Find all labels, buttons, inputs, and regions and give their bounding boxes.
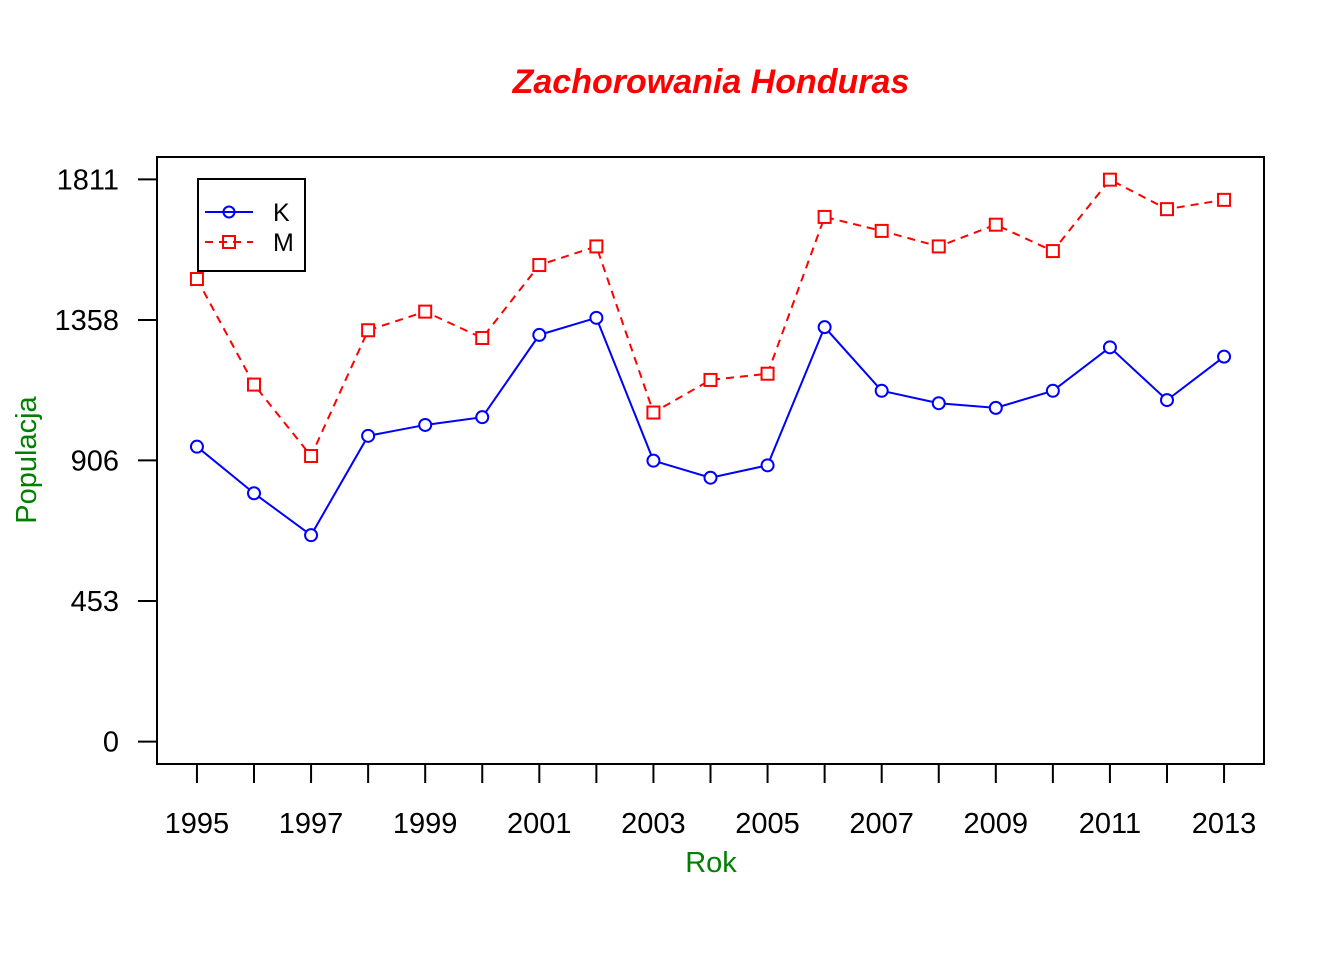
y-axis: 0 453 906 1358 1811 [54,164,158,759]
data-point-m [874,223,889,238]
legend-marker-k [222,205,236,219]
series-k [189,310,1232,543]
data-point-m [1159,202,1174,217]
data-point-k [760,458,775,473]
data-point-k [1159,393,1174,408]
data-point-m [189,272,204,287]
x-tick-label: 1999 [393,808,458,840]
y-tick-label: 0 [103,727,119,759]
series-m [189,172,1232,463]
y-tick-label: 1358 [54,305,119,337]
data-point-m [1045,244,1060,259]
y-tick-label: 906 [71,445,119,477]
x-axis: 1995 1997 1999 2001 2003 2005 2007 2009 2011 2013 [165,763,1257,840]
data-point-m [361,323,376,338]
data-point-k [817,320,832,335]
legend-label-k: K [273,199,290,227]
data-point-m [532,258,547,273]
data-point-k [247,486,262,501]
legend-marker-m [222,235,236,249]
data-point-m [304,448,319,463]
data-point-m [931,239,946,254]
data-point-k [703,470,718,485]
series-layer [189,172,1232,543]
legend-box [197,178,306,272]
x-tick-label: 2005 [735,808,800,840]
x-tick-label: 1997 [279,808,344,840]
data-point-k [304,528,319,543]
x-tick-label: 2009 [964,808,1029,840]
x-tick-label: 2003 [621,808,686,840]
data-point-m [247,377,262,392]
y-tick-label: 453 [71,586,119,618]
data-point-m [760,366,775,381]
data-point-m [1102,172,1117,187]
x-tick-label: 2007 [849,808,914,840]
data-point-m [418,304,433,319]
data-point-k [189,439,204,454]
series-line-m [196,178,1225,458]
y-axis-label: Populacja [11,395,43,523]
data-point-m [1217,192,1232,207]
series-line-k [196,316,1225,537]
x-tick-label: 2013 [1192,808,1257,840]
data-point-k [532,327,547,342]
data-point-m [817,209,832,224]
data-point-m [646,405,661,420]
x-tick-label: 2001 [507,808,572,840]
data-point-k [1217,349,1232,364]
data-point-k [589,310,604,325]
x-tick-label: 1995 [165,808,230,840]
data-point-k [931,396,946,411]
data-point-k [988,400,1003,415]
x-axis-label: Rok [685,847,737,879]
data-point-k [874,383,889,398]
data-point-m [703,372,718,387]
data-point-k [1102,340,1117,355]
x-tick-label: 2011 [1079,808,1141,840]
chart-title: Zachorowania Honduras [512,63,910,101]
plot-frame [156,156,1265,765]
data-point-k [1045,383,1060,398]
legend-label-m: M [273,229,294,257]
legend: K M [197,178,306,272]
data-point-m [475,331,490,346]
data-point-m [589,239,604,254]
data-point-k [646,453,661,468]
y-tick-label: 1811 [57,164,119,196]
data-point-k [361,428,376,443]
data-point-k [475,410,490,425]
data-point-m [988,217,1003,232]
data-point-k [418,417,433,432]
